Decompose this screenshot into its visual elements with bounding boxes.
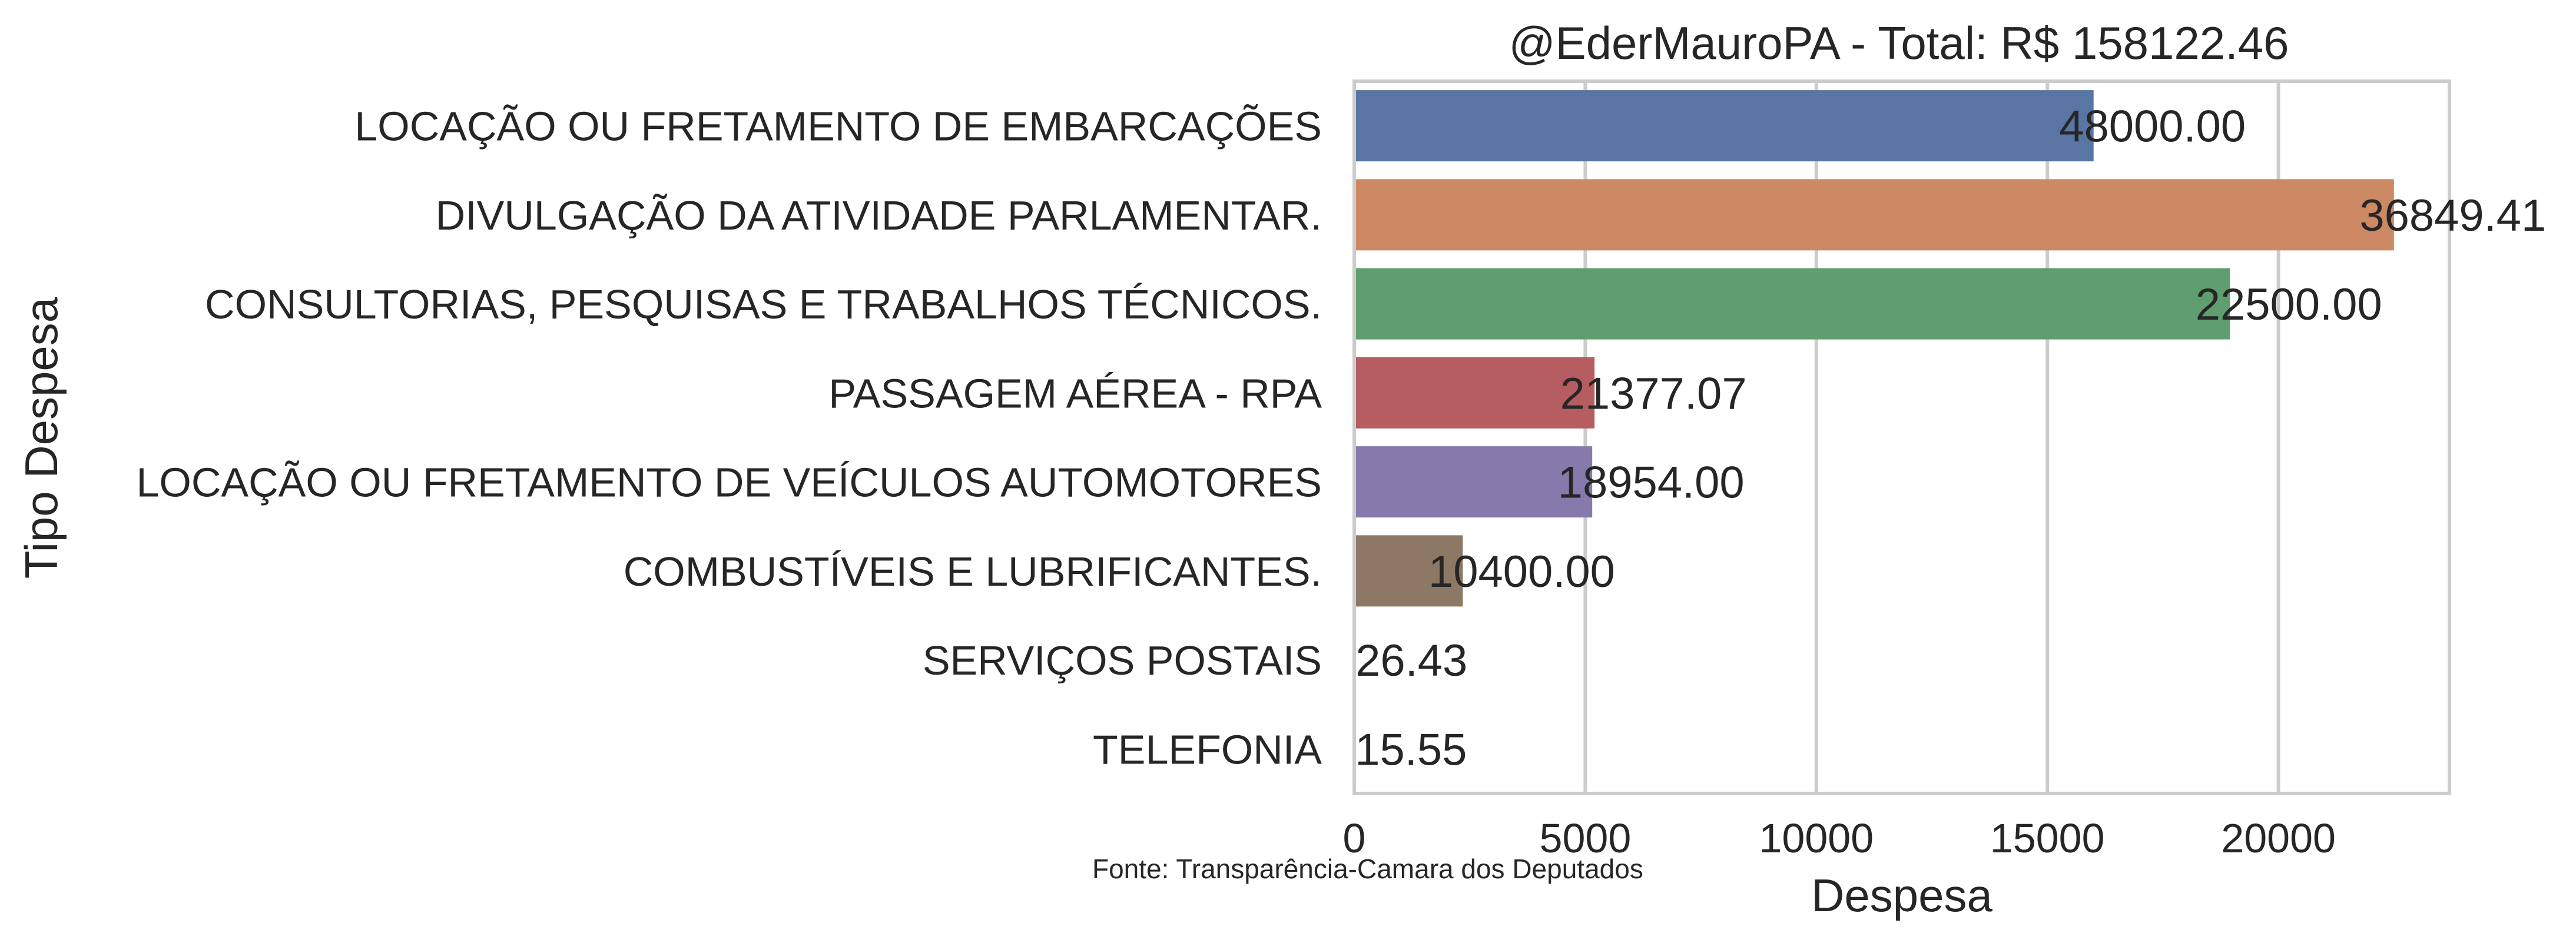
y-tick-label: CONSULTORIAS, PESQUISAS E TRABALHOS TÉCN… <box>205 281 1322 327</box>
y-tick-label: LOCAÇÃO OU FRETAMENTO DE EMBARCAÇÕES <box>354 104 1322 150</box>
x-tick-label: 0 <box>1343 815 1366 861</box>
data-label: 22500.00 <box>2196 280 2382 330</box>
data-label: 48000.00 <box>2059 102 2246 152</box>
y-tick-labels: LOCAÇÃO OU FRETAMENTO DE EMBARCAÇÕES DIVU… <box>137 104 1322 773</box>
data-label: 10400.00 <box>1428 547 1615 597</box>
bar <box>1354 535 1463 607</box>
data-label: 18954.00 <box>1558 458 1745 508</box>
bars <box>1354 90 2394 785</box>
data-label: 26.43 <box>1355 636 1467 686</box>
bar <box>1354 446 1593 518</box>
data-label: 21377.07 <box>1560 368 1747 419</box>
x-tick-label: 15000 <box>1990 815 2105 861</box>
x-axis-label: Despesa <box>1811 869 1992 921</box>
data-label: 15.55 <box>1355 725 1467 775</box>
data-label: 36849.41 <box>2359 191 2546 241</box>
y-tick-label: DIVULGAÇÃO DA ATIVIDADE PARLAMENTAR. <box>436 192 1322 238</box>
data-labels: 48000.00 36849.41 22500.00 21377.07 18954.00… <box>1355 102 2546 775</box>
x-tick-labels: 0 5000 10000 15000 20000 <box>1343 815 2336 861</box>
x-tick-label: 10000 <box>1759 815 1874 861</box>
plot-frame <box>1352 79 2451 795</box>
y-tick-label: COMBUSTÍVEIS E LUBRIFICANTES. <box>624 549 1322 595</box>
source-note: Fonte: Transparência-Camara dos Deputado… <box>1092 854 1643 884</box>
bar <box>1354 90 2094 162</box>
y-tick-label: TELEFONIA <box>1093 726 1322 772</box>
y-tick-label: LOCAÇÃO OU FRETAMENTO DE VEÍCULOS AUTOMO… <box>137 460 1322 506</box>
y-axis-label: Tipo Despesa <box>15 297 67 579</box>
x-tick-label: 5000 <box>1540 815 1632 861</box>
y-tick-label: SERVIÇOS POSTAIS <box>923 637 1322 683</box>
y-tick-label: PASSAGEM AÉREA - RPA <box>828 370 1322 416</box>
bar <box>1354 179 2394 251</box>
bar <box>1354 357 1595 429</box>
bar <box>1354 268 2230 340</box>
chart-title: @EderMauroPA - Total: R$ 158122.46 <box>1509 17 2289 69</box>
x-tick-label: 20000 <box>2221 815 2336 861</box>
